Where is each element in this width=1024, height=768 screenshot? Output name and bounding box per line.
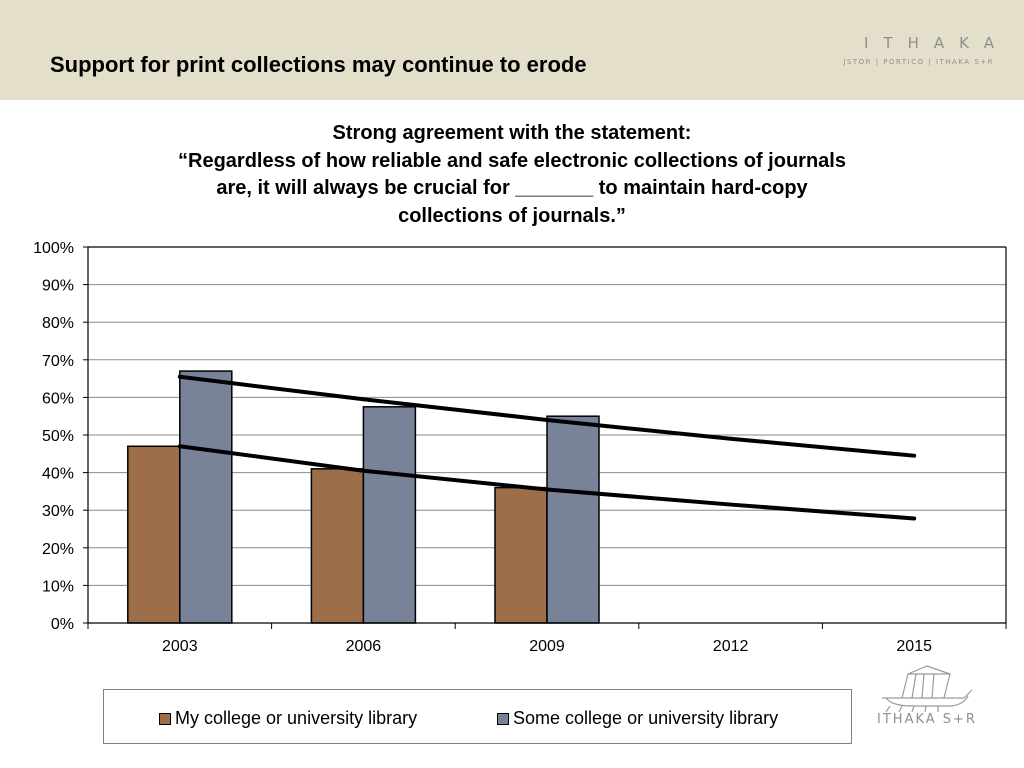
bar (179, 370, 233, 624)
chart-title-line: are, it will always be crucial for _____… (216, 177, 808, 199)
legend-item-my-library: My college or university library (159, 708, 417, 729)
chart-title-line: collections of journals.” (398, 204, 626, 227)
chart-title-line: Strong agreement with the statement: (332, 122, 692, 144)
legend-label: My college or university library (175, 708, 418, 728)
y-tick-label: 30% (42, 503, 74, 520)
legend-label: Some college or university library (513, 708, 779, 728)
brand-block: ITHAKA JSTOR | PORTICO | ITHAKA S+R (843, 34, 994, 66)
header-band (0, 0, 1024, 100)
legend-item-some-library: Some college or university library (497, 708, 778, 729)
y-tick-label: 70% (42, 353, 74, 370)
trendline (177, 444, 917, 521)
brand-name: ITHAKA (864, 34, 1009, 52)
legend-swatch-blue (497, 712, 509, 725)
chart-title-line: “Regardless of how reliable and safe ele… (178, 149, 846, 172)
x-tick-label: 2012 (713, 638, 749, 655)
chart-legend: My college or university library Some co… (103, 689, 852, 744)
legend-swatch-brown (159, 712, 171, 725)
chart-title: Strong agreement with the statement: “Re… (90, 120, 934, 230)
ship-icon (882, 665, 973, 713)
y-tick-label: 20% (42, 541, 74, 558)
trendline (177, 374, 917, 458)
bar (546, 415, 600, 624)
y-tick-label: 80% (42, 315, 74, 332)
bar (362, 406, 417, 624)
bar (127, 445, 181, 624)
brand-subtitle: JSTOR | PORTICO | ITHAKA S+R (843, 58, 994, 66)
bar (494, 486, 548, 624)
x-tick-label: 2006 (346, 638, 382, 655)
ithaka-logo: ITHAKA S+R (872, 662, 982, 732)
y-tick-label: 90% (42, 278, 74, 295)
slide-title: Support for print collections may contin… (50, 52, 587, 77)
logo-text: ITHAKA S+R (877, 712, 977, 727)
x-tick-label: 2015 (896, 638, 932, 655)
x-tick-label: 2003 (162, 638, 198, 655)
y-tick-label: 10% (42, 578, 74, 595)
y-tick-label: 60% (42, 390, 74, 407)
y-tick-label: 0% (51, 616, 74, 633)
y-tick-label: 40% (42, 466, 74, 483)
y-tick-label: 50% (42, 428, 74, 445)
bar (310, 468, 365, 624)
x-tick-label: 2009 (529, 638, 565, 655)
y-tick-label: 100% (33, 240, 74, 257)
